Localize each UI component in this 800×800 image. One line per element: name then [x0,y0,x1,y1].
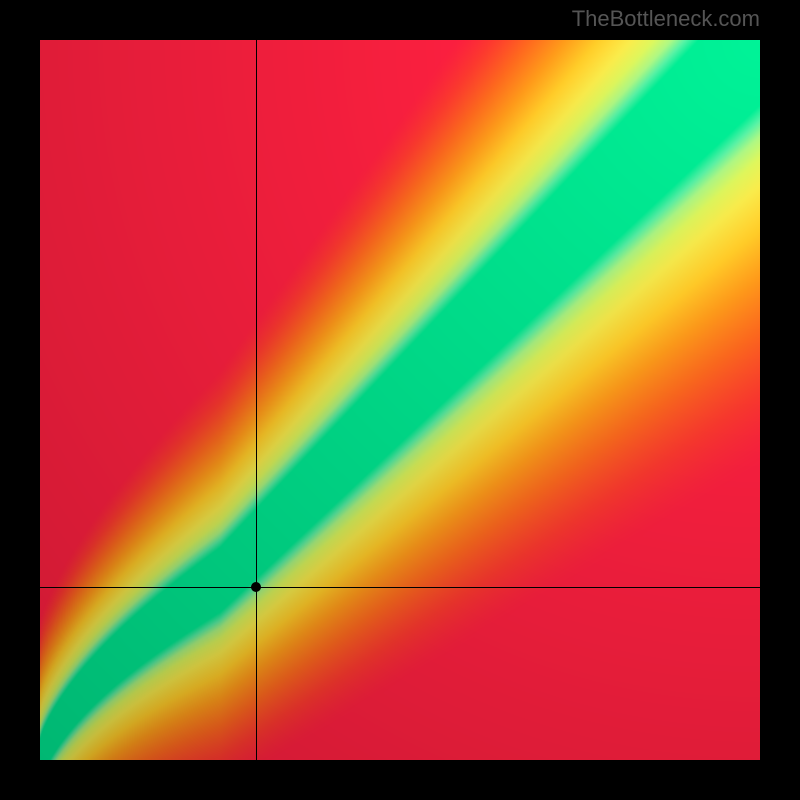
chart-container: { "watermark": "TheBottleneck.com", "can… [0,0,800,800]
crosshair-horizontal [40,587,760,588]
crosshair-vertical [256,40,257,760]
bottleneck-heatmap [40,40,760,760]
watermark-text: TheBottleneck.com [572,6,760,32]
